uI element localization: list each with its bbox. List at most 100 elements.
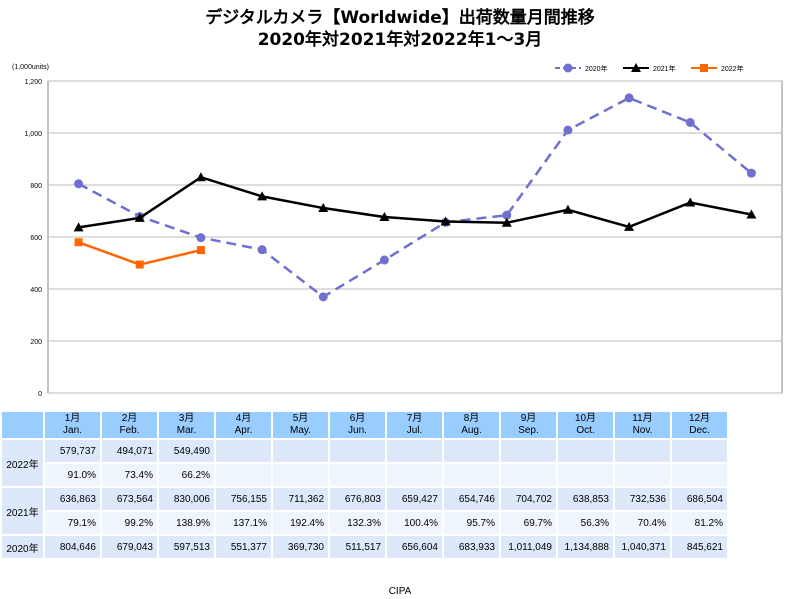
ratio-cell: 69.7% [499,510,558,536]
data-point [624,221,635,231]
units-cell: 579,737 [43,438,102,464]
source-label: CIPA [388,586,412,597]
legend-item: 2021年 [623,63,676,73]
month-header: 10月 Oct. [556,410,615,440]
data-point [318,203,329,213]
data-point [134,212,145,222]
legend-label: 2022年 [721,64,744,73]
ratio-cell [556,462,615,488]
ratio-cell [271,462,330,488]
y-tick-label: 400 [30,287,42,294]
y-tick-label: 1,200 [24,79,42,86]
units-cell: 756,155 [214,486,273,512]
units-cell: 830,006 [157,486,216,512]
data-point [440,216,451,226]
series-2022年 [74,238,205,269]
ratio-cell [214,462,273,488]
legend-item: 2022年 [691,64,744,73]
month-header: 12月 Dec. [670,410,729,440]
units-cell: 1,040,371 [613,534,672,560]
ratio-cell [442,462,501,488]
units-cell: 369,730 [271,534,330,560]
y-tick-label: 0 [38,391,42,398]
y-tick-label: 1,000 [24,131,42,138]
y-tick-label: 800 [30,183,42,190]
data-point [196,233,206,243]
data-point [563,125,573,135]
unit-label: (1,000units) [12,64,49,71]
units-cell: 597,513 [157,534,216,560]
ratio-cell: 56.3% [556,510,615,536]
ratio-cell [328,462,387,488]
data-point [379,255,389,265]
corner-cell [0,410,45,440]
month-header: 3月 Mar. [157,410,216,440]
series-line [78,175,752,229]
data-point [196,246,205,255]
data-point [73,222,84,232]
data-point [257,191,268,201]
table-row: 79.1% 99.2% 138.9% 137.1% 192.4% 132.3% 100.4%… [1,510,729,536]
table-header-row: 1月 Jan. 2月 Feb. 3月 Mar. 4月 Apr. 5月 May. 6月 Jun. 7月 Ju… [0,410,729,440]
ratio-cell: 138.9% [157,510,216,536]
ratio-cell: 81.2% [670,510,729,536]
units-cell: 676,803 [328,486,387,512]
series-line [77,96,753,299]
month-header: 1月 Jan. [43,410,102,440]
data-point [746,209,757,219]
units-cell: 551,377 [214,534,273,560]
units-cell [499,438,558,464]
units-cell: 659,427 [385,486,444,512]
month-header: 8月 Aug. [442,410,501,440]
y-tick-label: 600 [30,235,42,242]
ratio-cell [499,462,558,488]
table-row: 91.0% 73.4% 66.2% [1,462,729,488]
ratio-cell: 95.7% [442,510,501,536]
y-tick-label: 200 [30,339,42,346]
ratio-cell: 79.1% [43,510,102,536]
units-cell: 656,604 [385,534,444,560]
ratio-cell: 137.1% [214,510,273,536]
ratio-cell [613,462,672,488]
units-cell: 679,043 [100,534,159,560]
units-cell [613,438,672,464]
units-cell [556,438,615,464]
chart-title: デジタルカメラ【Worldwide】出荷数量月間推移 [205,8,595,28]
year-label: 2022年 [0,438,45,488]
year-label: 2020年 [0,534,45,560]
table-row: 2022年 579,737 494,071 549,490 [0,438,729,488]
ratio-cell [385,462,444,488]
data-point [631,63,641,72]
table-row: 2021年 636,863 673,564 830,006 756,155 711,362… [0,486,729,536]
series-2021年 [73,172,757,232]
month-header: 4月 Apr. [214,410,273,440]
data-point [379,212,390,222]
data-point [74,179,84,189]
data-point [685,118,695,128]
data-point [685,197,696,207]
data-point [135,260,144,269]
table-row: 2020年 804,646 679,043 597,513 551,377 369,730… [0,534,729,560]
units-cell: 673,564 [100,486,159,512]
units-cell: 494,071 [100,438,159,464]
data-point [562,204,573,214]
data-point [624,93,634,103]
units-cell: 711,362 [271,486,330,512]
chart-subtitle: 2020年対2021年対2022年1～3月 [257,30,543,50]
month-header: 11月 Nov. [613,410,672,440]
units-cell: 654,746 [442,486,501,512]
units-cell: 511,517 [328,534,387,560]
month-header: 7月 Jul. [385,410,444,440]
data-point [563,63,573,73]
units-cell: 804,646 [43,534,102,560]
data-point [700,64,708,72]
ratio-cell: 91.0% [43,462,102,488]
month-header: 2月 Feb. [100,410,159,440]
data-point [74,238,83,247]
units-cell [670,438,729,464]
units-cell: 686,504 [670,486,729,512]
units-cell: 732,536 [613,486,672,512]
data-point [257,245,267,255]
units-cell: 704,702 [499,486,558,512]
data-point [318,292,328,302]
